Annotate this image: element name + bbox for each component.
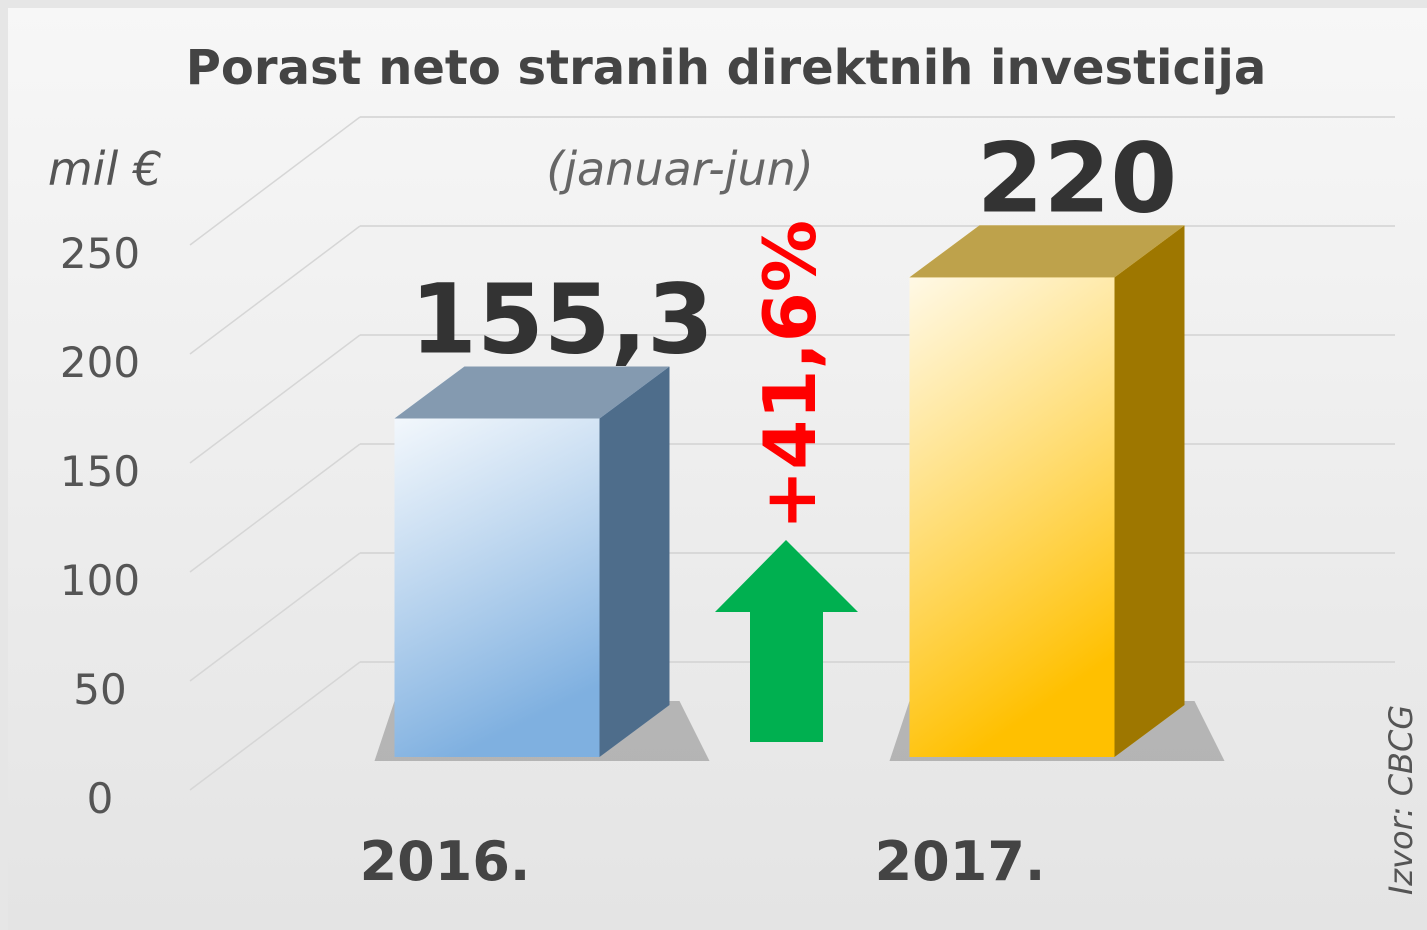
growth-arrow [715, 540, 858, 742]
y-tick-label: 0 [87, 774, 114, 823]
y-tick-label: 150 [60, 447, 140, 496]
x-tick-label: 2017. [875, 830, 1046, 893]
bar-side-shade [599, 366, 670, 757]
growth-annotation: +41,6% [748, 220, 832, 530]
bar-top-shade [394, 366, 670, 419]
y-tick-label: 50 [73, 665, 126, 714]
y-axis-label: mil € [48, 142, 162, 196]
x-tick-label: 2016. [360, 830, 531, 893]
grid-line [189, 225, 361, 355]
bar-top-shade [909, 225, 1185, 278]
bar-side [1114, 225, 1185, 757]
bar-side-shade [1114, 225, 1185, 757]
bar [374, 366, 710, 761]
data-label: 155,3 [410, 263, 714, 375]
chart-title: Porast neto stranih direktnih investicij… [186, 40, 1267, 96]
y-tick-label: 100 [60, 556, 140, 605]
grid-line [189, 116, 361, 246]
grid-line [189, 334, 361, 464]
y-tick-label: 250 [60, 229, 140, 278]
y-tick-label: 200 [60, 338, 140, 387]
bar-front [394, 418, 600, 757]
source: Izvor: CBCG [1382, 705, 1420, 895]
data-label: 220 [977, 122, 1177, 234]
bar-front [909, 277, 1115, 757]
bar-side [599, 366, 670, 757]
background [8, 8, 1427, 930]
grid-line [189, 443, 361, 573]
subtitle: (januar-jun) [546, 142, 813, 196]
bar [889, 225, 1225, 761]
grid-line [189, 552, 361, 682]
grid-line [189, 661, 361, 791]
